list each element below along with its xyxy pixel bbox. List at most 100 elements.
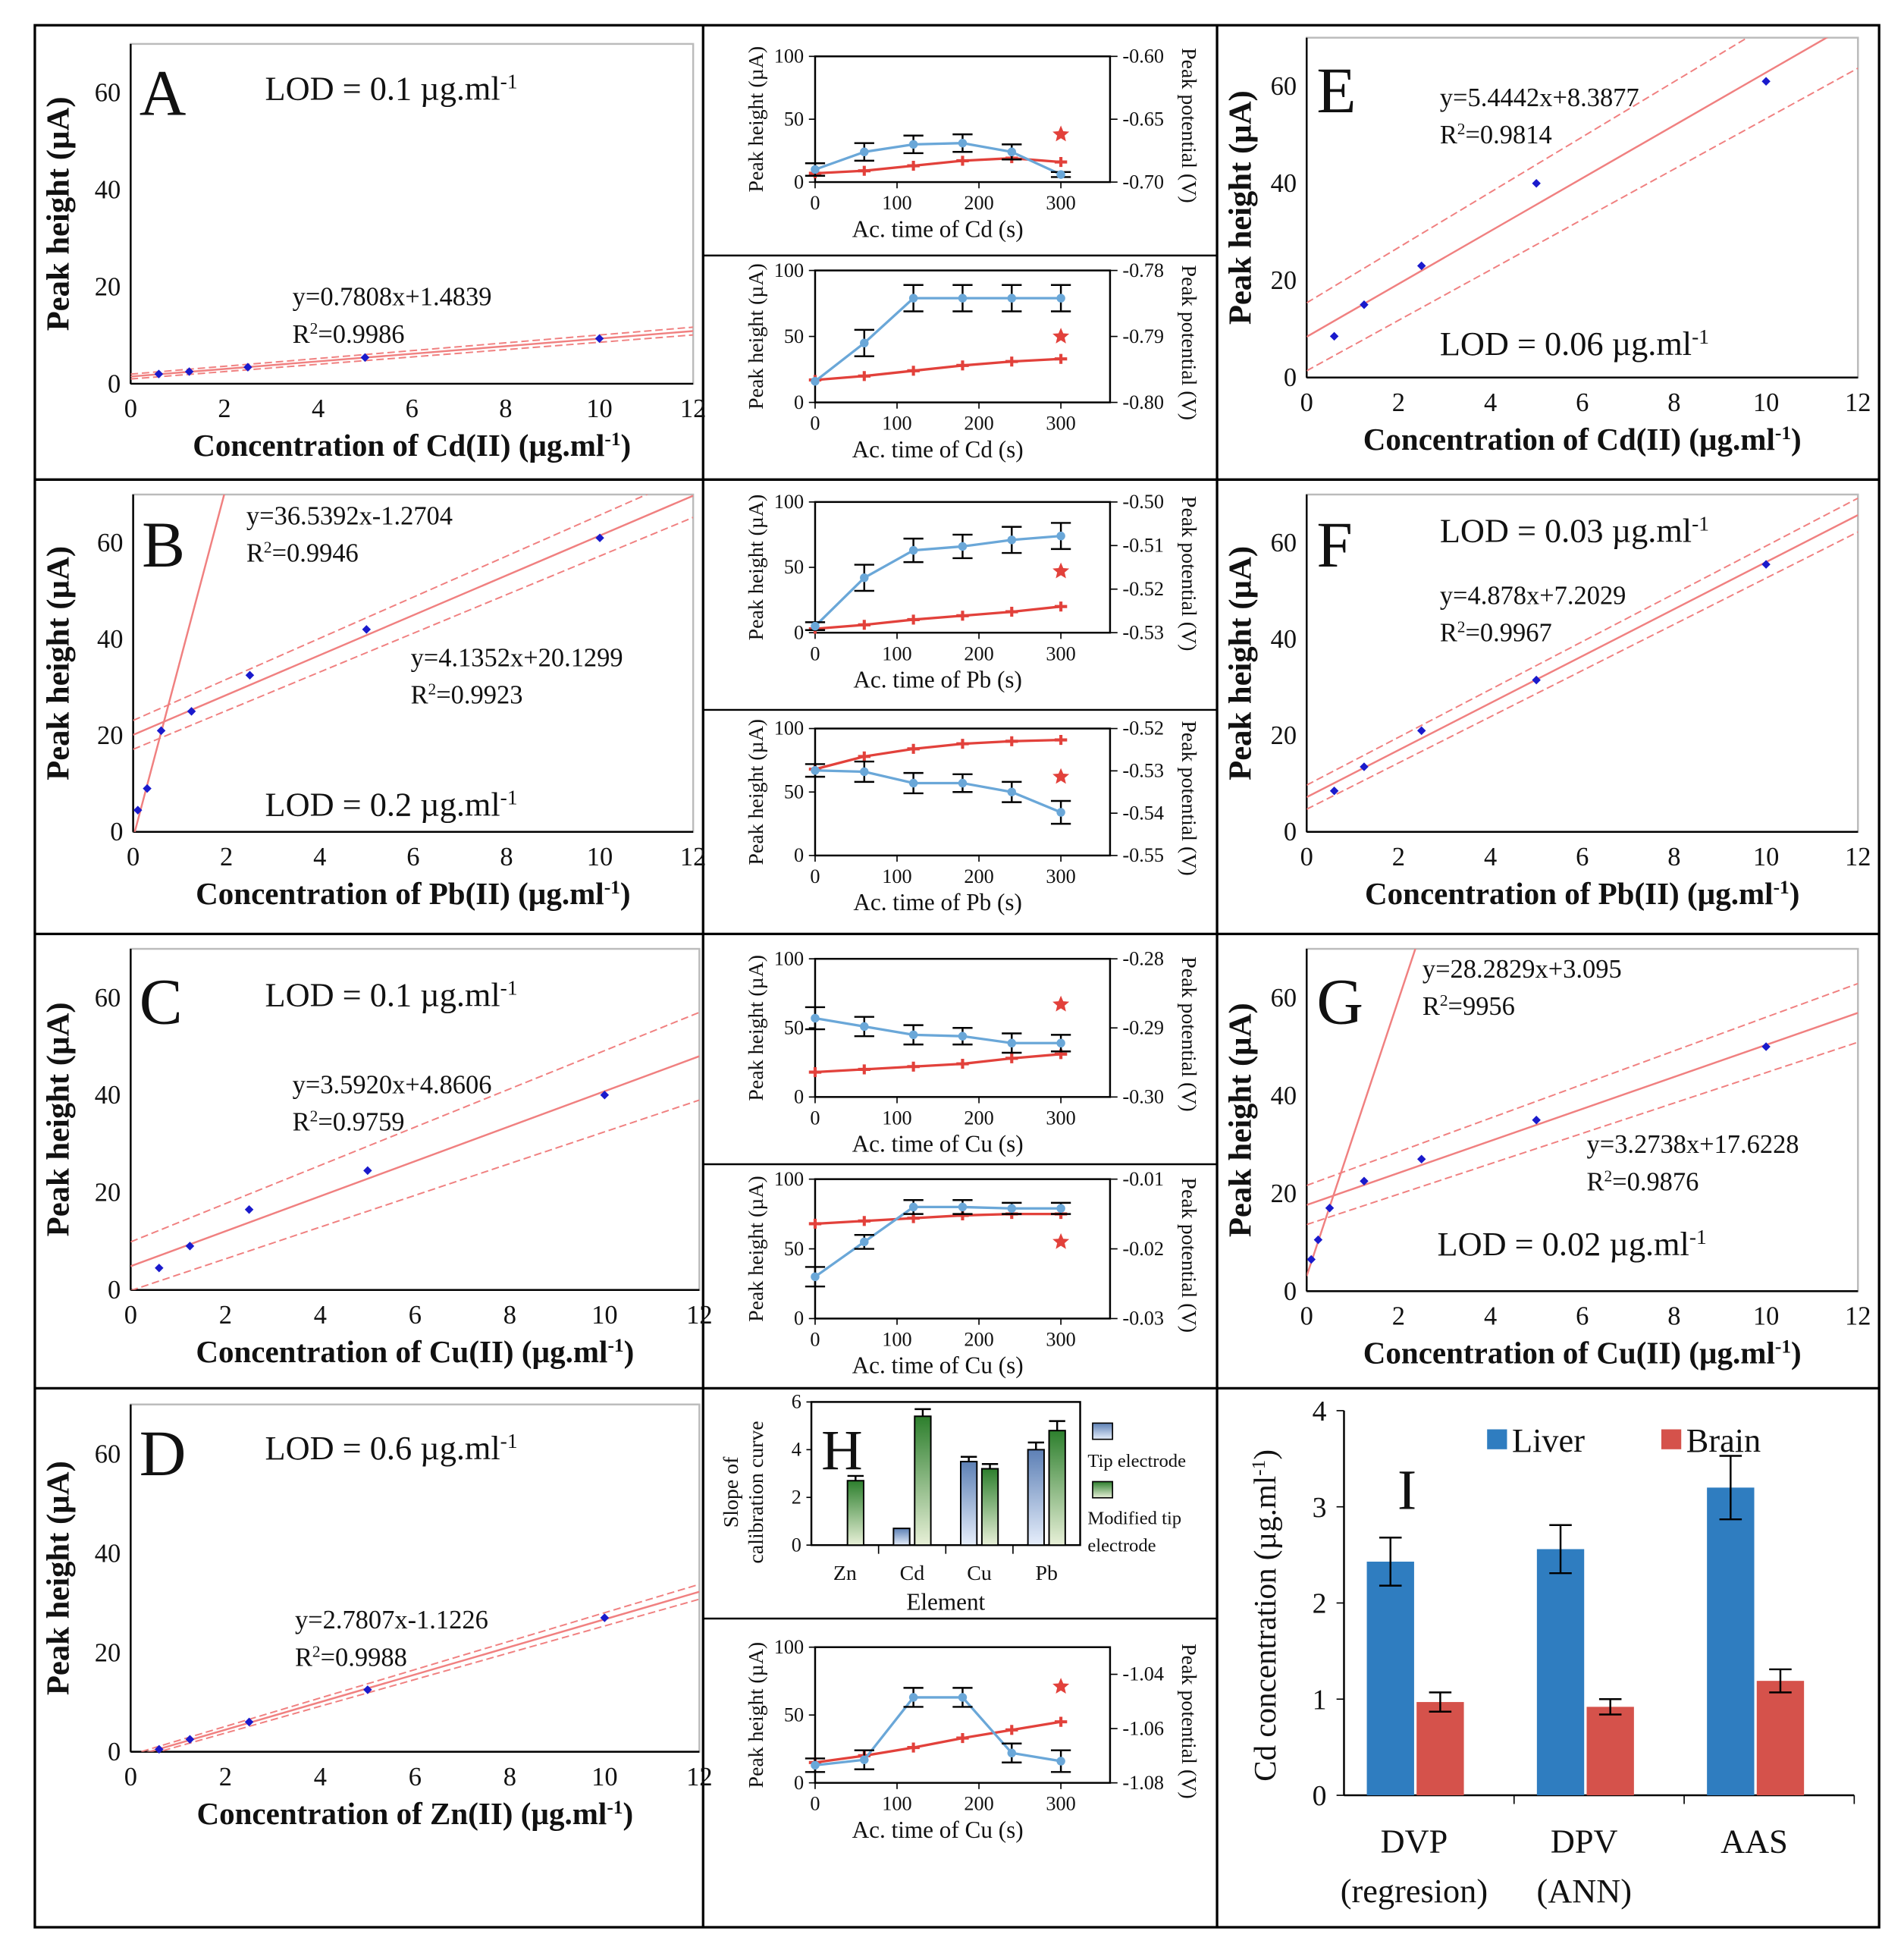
r-symbol: R [293, 1108, 310, 1137]
legend-label-liver: Liver [1512, 1422, 1585, 1459]
y-tick-label: 40 [1271, 625, 1297, 654]
peak-height-marker [958, 138, 968, 148]
r-squared-label: R2=0.9986 [293, 319, 405, 349]
x-axis-title: Concentration of Cd(II) (µg.ml-1) [193, 428, 631, 463]
peak-height-line [814, 1016, 1062, 1044]
x-axis-title: Ac. time of Pb (s) [853, 666, 1022, 692]
r-squared-value: =0.9814 [1466, 121, 1552, 149]
superscript: -1 [1775, 421, 1791, 443]
y-tick-label: 2 [1313, 1588, 1327, 1620]
panel-f: 0 2 4 6 8 10 120204060y=4.878x+7.2029R2=0.9967… [1222, 493, 1871, 911]
potential-marker [858, 751, 871, 761]
legend-swatch-modified [1092, 1481, 1114, 1499]
confidence-band-line [1306, 982, 1859, 1186]
category-label: Zn [833, 1562, 857, 1585]
superscript: 2 [428, 680, 437, 699]
potential-line [814, 1720, 1062, 1764]
peak-height-marker [811, 1013, 820, 1023]
r-squared-label: R2=0.9967 [1440, 618, 1552, 648]
x-tick-label: 8 [499, 394, 512, 423]
panel-pb-accumulation-1: 0 100 200 300 0 50 100 -0.50 -0.51 -0.52 -0.53 Peak… [745, 491, 1200, 692]
data-point [600, 1613, 610, 1622]
data-point [1329, 787, 1339, 796]
y-tick-label: 4 [1313, 1396, 1327, 1427]
superscript: -1 [500, 1430, 518, 1452]
x-tick-label: 12 [1845, 388, 1871, 417]
y-axis-title: Peak height (µA) [745, 719, 768, 865]
bar-liver [1707, 1487, 1755, 1796]
panel-h: 0 2 4 6 Zn Cd Cu Pb Element Slope of calibration c… [720, 1391, 1186, 1616]
x-tick-label: 300 [1046, 865, 1075, 887]
peak-height-marker [860, 1237, 869, 1247]
bar-brain [1586, 1707, 1634, 1796]
y-tick-label: 0 [794, 1086, 804, 1108]
y-tick-label: 2 [792, 1486, 801, 1508]
potential-marker [956, 1059, 969, 1069]
panel-letter: H [821, 1419, 863, 1482]
x-tick-label: 0 [1300, 1302, 1313, 1331]
equation-label: y=36.5392x-1.2704 [246, 501, 453, 530]
x-tick-label: 10 [1753, 1302, 1779, 1331]
data-point [184, 367, 194, 376]
y-tick-label: 100 [774, 46, 804, 68]
y2-tick-label: -0.54 [1122, 802, 1164, 824]
peak-height-marker [811, 1760, 820, 1770]
y-axis-title: Peak height (µA) [745, 46, 768, 193]
peak-height-marker [1056, 294, 1065, 303]
superscript: -1 [500, 977, 518, 1000]
legend-line: electrode [1087, 1535, 1156, 1556]
y-tick-label: 1 [1313, 1684, 1327, 1716]
peak-height-line [814, 1696, 1062, 1766]
data-point [1761, 1042, 1771, 1051]
text-part: ) [623, 1796, 634, 1831]
x-tick-label: 10 [587, 843, 613, 871]
lod-label: LOD = 0.03 µg.ml-1 [1440, 512, 1709, 549]
panel-cd-accumulation-2: 0 100 200 300 0 50 100 -0.78 -0.79 -0.80 Peak heig… [745, 259, 1200, 463]
potential-marker [907, 366, 920, 376]
x-tick-label: 10 [586, 394, 612, 423]
text-part: ) [624, 1334, 635, 1369]
error-bar [1429, 1691, 1452, 1713]
y-axis-title: calibration curve [745, 1421, 768, 1563]
x-axis-title: Ac. time of Cu (s) [852, 1131, 1024, 1157]
x-tick-label: 2 [218, 394, 231, 423]
x-axis-title: Concentration of Cu(II) (µg.ml-1) [1363, 1335, 1802, 1371]
potential-marker [1054, 735, 1068, 746]
y2-tick-label: -0.03 [1122, 1308, 1164, 1330]
x-tick-label: 10 [591, 1763, 617, 1791]
confidence-band-line [130, 1011, 700, 1243]
confidence-band-line [1306, 68, 1859, 372]
data-point [243, 363, 253, 372]
y-tick-label: 20 [95, 1638, 121, 1667]
x-axis-title: Ac. time of Cu (s) [852, 1817, 1024, 1843]
potential-marker [1005, 1053, 1018, 1063]
potential-marker [956, 611, 969, 621]
x-tick-label: 300 [1046, 642, 1075, 664]
x-tick-label: 2 [219, 1763, 232, 1791]
y-tick-label: 0 [792, 1534, 801, 1556]
legend-label-tip: Tip electrode [1087, 1451, 1186, 1471]
category-label: DPV [1551, 1823, 1618, 1861]
peak-height-line [814, 142, 1062, 176]
outer-frame [33, 24, 1880, 1929]
peak-height-marker [958, 294, 968, 303]
regression-line [1306, 1012, 1859, 1206]
peak-height-marker [860, 1022, 869, 1032]
x-axis-title: Concentration of Zn(II) (µg.ml-1) [196, 1795, 633, 1831]
significance-star-icon [1052, 995, 1070, 1012]
x-tick-label: 300 [1046, 1793, 1075, 1815]
fit-lines [130, 326, 694, 380]
significance-star-icon [1052, 328, 1070, 344]
r-squared-label: R2=0.9946 [246, 539, 359, 568]
y2-tick-label: -0.65 [1122, 108, 1164, 130]
x-tick-label: 8 [1667, 1302, 1680, 1331]
y2-tick-label: -0.70 [1122, 171, 1164, 193]
text-part: Concentration of Cu(II) (µg.ml [1363, 1336, 1775, 1371]
y-axis-title: Peak height (µA) [40, 1002, 76, 1236]
confidence-band-line [138, 1583, 700, 1752]
confidence-band-line [130, 326, 694, 375]
y2-axis-title: Peak potential (V) [1177, 496, 1200, 651]
panel-cd-accumulation-1: 0 100 200 300 0 50 100 -0.60 -0.65 -0.70 Peak heig… [745, 46, 1200, 243]
y-tick-label: 20 [95, 272, 121, 301]
data-point [1360, 300, 1369, 309]
